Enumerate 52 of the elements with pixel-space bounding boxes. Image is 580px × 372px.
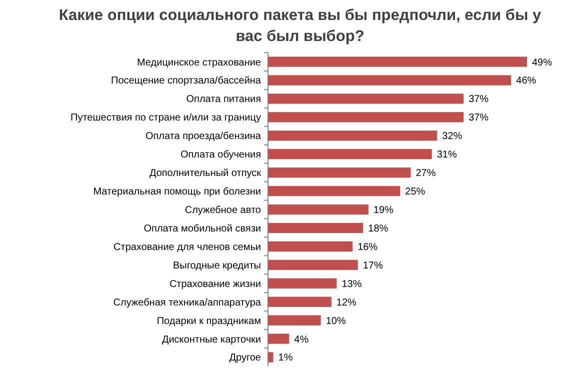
y-tick-label: Посещение спортзала/бассейна xyxy=(111,76,262,87)
bar xyxy=(268,222,364,234)
data-label: 12% xyxy=(336,297,357,308)
bar xyxy=(268,315,321,326)
bar xyxy=(268,204,368,215)
bar xyxy=(268,278,337,288)
bar xyxy=(268,112,464,122)
y-tick-label: Страхование жизни xyxy=(169,278,261,290)
data-label: 49% xyxy=(532,57,552,68)
y-tick-label: Оплата проезда/бензина xyxy=(145,131,262,142)
y-tick-label: Оплата обучения xyxy=(180,150,261,161)
y-tick-label: Выгодные кредиты xyxy=(173,260,261,272)
data-label: 19% xyxy=(373,205,394,216)
bar xyxy=(268,296,332,307)
bar xyxy=(268,130,438,141)
bar xyxy=(268,167,411,178)
y-tick-label: Подарки к праздникам xyxy=(156,316,262,327)
y-tick-label: Оплата питания xyxy=(186,94,261,106)
data-label: 16% xyxy=(358,242,378,253)
y-tick-label: Другое xyxy=(229,352,262,364)
data-label: 46% xyxy=(516,76,536,87)
data-label: 37% xyxy=(468,112,489,124)
data-label: 1% xyxy=(278,352,293,364)
data-label: 32% xyxy=(442,131,462,142)
bar xyxy=(268,241,353,252)
bar xyxy=(268,94,464,104)
y-tick-label: Медицинское страхование xyxy=(136,57,262,68)
bar xyxy=(268,149,432,160)
y-tick-label: Путешествия по стране и/или за границу xyxy=(70,112,261,124)
data-label: 17% xyxy=(362,260,383,272)
bar xyxy=(268,186,400,196)
data-label: 37% xyxy=(468,94,489,106)
y-tick-label: Оплата мобильной связи xyxy=(144,223,261,234)
data-label: 27% xyxy=(416,168,436,180)
y-tick-label: Страхование для членов семьи xyxy=(114,242,261,253)
data-label: 10% xyxy=(326,316,346,327)
bar xyxy=(268,260,358,270)
data-label: 25% xyxy=(405,186,426,198)
data-label: 18% xyxy=(368,223,388,234)
bar xyxy=(268,75,512,86)
y-tick-label: Служебная техника/аппаратура xyxy=(113,297,262,308)
chart-title: Какие опции социального пакета вы бы предпочли, если бы у вас был выбор? xyxy=(58,7,542,45)
y-tick-label: Дополнительный отпуск xyxy=(149,168,262,180)
data-label: 4% xyxy=(294,334,309,346)
y-tick-label: Материальная помощь при болезни xyxy=(93,186,261,198)
bar xyxy=(268,56,527,67)
bar xyxy=(268,352,274,362)
y-tick-label: Дисконтные карточки xyxy=(162,334,261,346)
y-tick-label: Служебное авто xyxy=(184,205,262,216)
bar xyxy=(268,334,290,344)
data-label: 13% xyxy=(342,278,362,290)
data-label: 31% xyxy=(436,150,457,161)
